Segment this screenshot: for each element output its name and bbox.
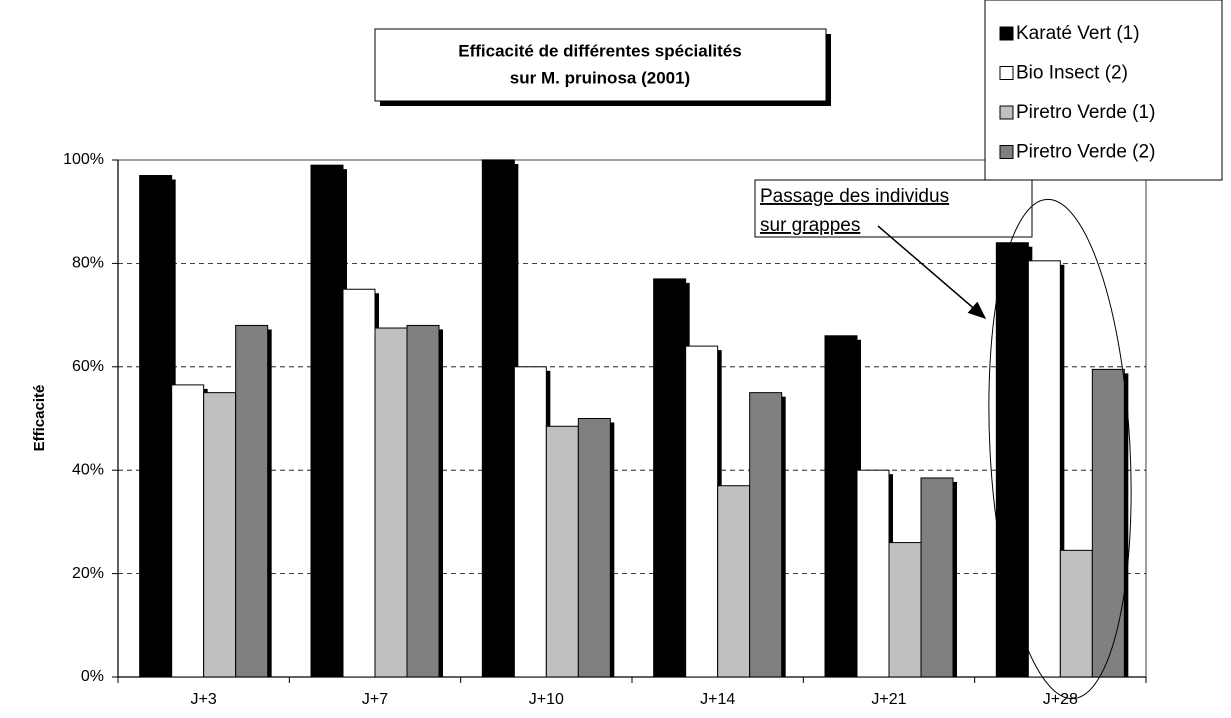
- annotation-arrow: [877, 225, 987, 319]
- bar: [920, 477, 954, 678]
- bar: [513, 366, 547, 678]
- bar: [545, 425, 579, 678]
- x-tick-label: J+14: [700, 691, 735, 708]
- y-axis-label: Efficacité: [31, 385, 48, 452]
- y-tick-label: 100%: [63, 151, 104, 168]
- legend-label: Piretro Verde (1): [1016, 102, 1155, 123]
- bar: [171, 384, 205, 678]
- title-box: [374, 28, 827, 102]
- bar: [995, 242, 1029, 678]
- x-tick-label: J+7: [362, 691, 388, 708]
- y-tick-label: 80%: [72, 255, 104, 272]
- bar: [203, 392, 237, 678]
- annotation-box: [754, 179, 1033, 238]
- bar: [310, 164, 344, 678]
- x-tick-label: J+3: [191, 691, 217, 708]
- y-tick-label: 60%: [72, 358, 104, 375]
- bar: [342, 288, 376, 678]
- bar: [235, 324, 269, 678]
- bar: [685, 345, 719, 678]
- bar: [139, 175, 173, 678]
- legend-swatch: [999, 145, 1014, 159]
- legend-box: [984, 0, 1223, 181]
- x-tick-label: J+28: [1043, 691, 1078, 708]
- annotation: Passage des individus: [760, 186, 949, 207]
- bar: [856, 469, 890, 678]
- legend-label: Piretro Verde (2): [1016, 142, 1155, 163]
- legend-label: Karaté Vert (1): [1016, 23, 1140, 44]
- bar: [653, 278, 687, 678]
- legend-swatch: [999, 105, 1014, 120]
- x-tick-label: J+10: [529, 691, 564, 708]
- bar: [888, 542, 922, 678]
- bar: [406, 324, 440, 678]
- y-tick-label: 40%: [72, 461, 104, 478]
- highlight-ellipse: [988, 198, 1132, 700]
- x-tick-label: J+21: [871, 691, 906, 708]
- bar: [1027, 260, 1061, 678]
- y-tick-label: 0%: [81, 668, 104, 685]
- y-tick-label: 20%: [72, 565, 104, 582]
- bar: [577, 418, 611, 678]
- bar: [749, 392, 783, 678]
- bar: [374, 327, 408, 678]
- chart-title: Efficacité de différentes spécialités: [458, 41, 741, 60]
- legend-label: Bio Insect (2): [1016, 63, 1128, 84]
- legend: Karaté Vert (1) Bio Insect (2) Piretro Ver…: [984, 0, 1223, 181]
- legend-swatch: [999, 66, 1014, 80]
- bar: [1091, 368, 1125, 678]
- bar: [717, 485, 751, 678]
- annotation: sur grappes: [760, 215, 860, 236]
- bar: [1059, 549, 1093, 678]
- chart-title: sur M. pruinosa (2001): [510, 68, 690, 87]
- plot: 0% 20% 40% 60% 80% 100% J+3 J+7 J+10 J+14 J+21 J+28: [63, 151, 1147, 708]
- legend-swatch: [999, 26, 1014, 41]
- bar: [824, 335, 858, 678]
- bar: [481, 159, 515, 678]
- plot-area: [117, 159, 1147, 678]
